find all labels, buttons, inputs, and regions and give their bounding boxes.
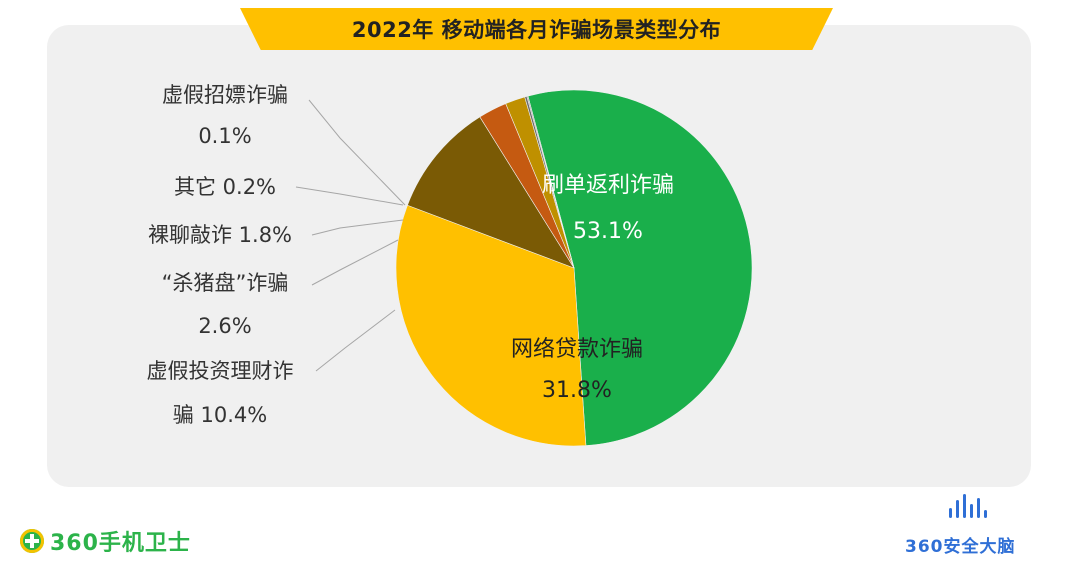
- slice-label-shuadan-name: 刷单返利诈骗: [542, 173, 674, 198]
- callout-zhaopiao-name: 虚假招嫖诈骗: [162, 83, 288, 107]
- logo-360-mobile-guard: 360手机卫士: [20, 525, 191, 557]
- logo-360-security-brain: 360安全大脑: [905, 492, 1045, 562]
- leader-line-zhaopiao: [308, 99, 406, 206]
- plus-shield-icon: [20, 529, 44, 553]
- leader-line-shazhupan: [311, 239, 399, 286]
- slice-label-shuadan-value: 53.1%: [573, 219, 643, 244]
- leader-line-luoliao: [311, 219, 404, 236]
- soundwave-icon: [949, 492, 993, 522]
- callout-qita: 其它 0.2%: [174, 175, 276, 199]
- callout-touzi-name: 虚假投资理财诈: [147, 359, 294, 383]
- chart-title: 2022年 移动端各月诈骗场景类型分布: [351, 18, 722, 42]
- callout-touzi-value: 骗 10.4%: [173, 403, 267, 427]
- callout-shazhupan-name: “杀猪盘”诈骗: [162, 271, 289, 295]
- callout-zhaopiao-value: 0.1%: [198, 124, 251, 148]
- pie-slice-2: [395, 204, 587, 447]
- leader-line-touzi: [315, 309, 396, 372]
- slice-label-daikuan-name: 网络贷款诈骗: [511, 337, 643, 362]
- pie-slice-7: [526, 95, 575, 269]
- pie-slice-1: [527, 89, 753, 446]
- logo-left-text: 360手机卫士: [50, 531, 191, 556]
- slice-label-daikuan-value: 31.8%: [542, 378, 612, 403]
- pie-slice-3: [407, 116, 575, 269]
- callout-shazhupan-value: 2.6%: [198, 314, 251, 338]
- callout-luoliao: 裸聊敲诈 1.8%: [148, 223, 292, 247]
- logo-right-text: 360安全大脑: [905, 537, 1016, 557]
- title-banner: 2022年 移动端各月诈骗场景类型分布: [240, 8, 833, 50]
- leader-line-qita: [295, 186, 404, 206]
